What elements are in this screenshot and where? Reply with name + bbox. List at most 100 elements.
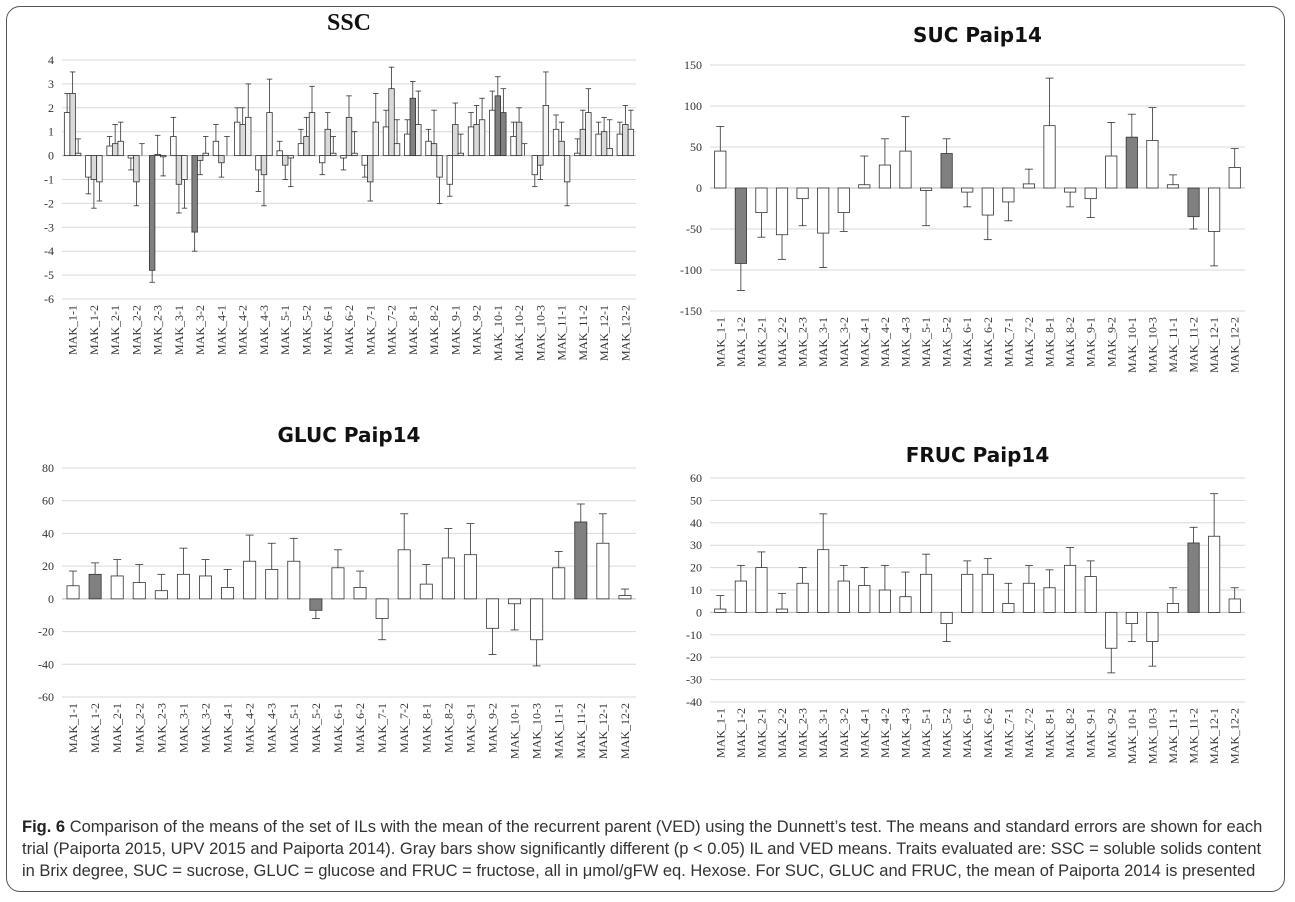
bar xyxy=(361,155,368,166)
x-tick-label: MAK_11-1 xyxy=(1166,317,1180,373)
x-tick-label: MAK_6-1 xyxy=(960,317,974,367)
bar xyxy=(537,155,544,166)
bar xyxy=(1187,542,1200,613)
bar xyxy=(234,121,241,156)
bar xyxy=(266,112,273,157)
x-tick-label: MAK_6-2 xyxy=(342,305,356,355)
y-tick-label: 1 xyxy=(48,125,54,139)
bar xyxy=(837,580,850,613)
bar xyxy=(111,143,119,156)
x-tick-label: MAK_11-2 xyxy=(576,305,590,361)
x-tick-label: MAK_12-1 xyxy=(1207,317,1221,373)
bar xyxy=(494,95,501,156)
bar xyxy=(1146,612,1159,642)
y-tick-label: 150 xyxy=(684,58,702,72)
bar xyxy=(1208,535,1221,613)
bar xyxy=(441,557,455,600)
bar xyxy=(260,155,268,176)
x-tick-label: MAK_11-2 xyxy=(1187,708,1201,764)
bar xyxy=(243,560,257,600)
x-tick-label: MAK_6-1 xyxy=(331,703,345,753)
x-tick-label: MAK_2-3 xyxy=(796,708,810,758)
bar xyxy=(837,187,850,214)
bar xyxy=(714,150,727,189)
x-tick-label: MAK_10-3 xyxy=(530,703,544,759)
y-tick-label: -2 xyxy=(44,196,54,210)
x-tick-label: MAK_4-1 xyxy=(857,317,871,367)
bar xyxy=(478,119,486,156)
x-tick-label: MAK_3-1 xyxy=(816,317,830,367)
x-tick-label: MAK_9-1 xyxy=(1084,317,1098,367)
x-tick-label: MAK_2-2 xyxy=(129,305,143,355)
bar xyxy=(1022,582,1036,613)
bar xyxy=(1125,136,1138,189)
x-tick-label: MAK_7-2 xyxy=(1022,317,1036,367)
bar xyxy=(319,155,326,164)
x-tick-label: MAK_6-2 xyxy=(981,708,995,758)
x-tick-label: MAK_7-1 xyxy=(375,703,389,753)
bar xyxy=(616,133,624,156)
x-tick-label: MAK_4-2 xyxy=(878,317,892,367)
bar xyxy=(775,608,789,613)
bar xyxy=(221,587,235,600)
x-tick-label: MAK_11-2 xyxy=(1187,317,1201,373)
x-tick-label: MAK_1-2 xyxy=(88,703,102,753)
x-tick-label: MAK_8-1 xyxy=(419,703,433,753)
y-tick-label: 20 xyxy=(42,559,54,573)
x-tick-label: MAK_11-1 xyxy=(552,703,566,759)
x-tick-label: MAK_10-2 xyxy=(512,305,526,361)
y-tick-label: -4 xyxy=(44,244,54,258)
x-tick-label: MAK_3-2 xyxy=(837,317,851,367)
chart-title: GLUC Paip14 xyxy=(278,423,421,447)
bar xyxy=(755,187,768,214)
bar xyxy=(457,152,464,157)
bar xyxy=(66,585,80,600)
bar xyxy=(282,155,289,166)
bar xyxy=(1105,155,1118,189)
bar xyxy=(199,575,212,600)
bar xyxy=(382,126,390,156)
y-tick-label: 50 xyxy=(690,493,702,507)
bar xyxy=(340,155,347,159)
bar xyxy=(90,155,98,180)
bar xyxy=(775,187,789,236)
x-tick-label: MAK_6-2 xyxy=(981,317,995,367)
y-tick-label: -30 xyxy=(686,673,702,687)
bar xyxy=(1166,184,1180,189)
x-tick-label: MAK_4-3 xyxy=(257,305,271,355)
x-tick-label: MAK_7-2 xyxy=(1022,708,1036,758)
x-tick-label: MAK_2-3 xyxy=(154,703,168,753)
x-tick-label: MAK_9-2 xyxy=(486,703,500,753)
x-tick-label: MAK_7-1 xyxy=(1001,317,1015,367)
x-tick-label: MAK_5-2 xyxy=(940,317,954,367)
x-tick-label: MAK_8-1 xyxy=(406,305,420,355)
x-tick-label: MAK_10-3 xyxy=(533,305,547,361)
bar xyxy=(181,155,188,180)
x-tick-label: MAK_10-3 xyxy=(1145,708,1159,764)
bar xyxy=(388,88,395,156)
bar xyxy=(303,136,310,156)
bar xyxy=(734,187,747,264)
bar xyxy=(627,128,635,156)
bar xyxy=(375,598,389,619)
bar xyxy=(755,567,768,613)
bar xyxy=(202,152,209,157)
bar xyxy=(1043,587,1056,613)
bar xyxy=(563,155,571,183)
chart-title: SUC Paip14 xyxy=(913,23,1042,47)
bar xyxy=(452,124,459,156)
bar xyxy=(919,187,933,191)
bar xyxy=(175,155,183,185)
x-tick-label: MAK_12-1 xyxy=(596,703,610,759)
bar xyxy=(96,155,103,183)
bar xyxy=(585,112,592,157)
x-tick-label: MAK_3-1 xyxy=(816,708,830,758)
bar xyxy=(510,136,517,156)
bar xyxy=(1064,564,1077,613)
x-tick-label: MAK_2-1 xyxy=(754,708,768,758)
bar xyxy=(714,608,727,613)
bar xyxy=(463,554,477,600)
x-tick-label: MAK_10-1 xyxy=(1125,708,1139,764)
